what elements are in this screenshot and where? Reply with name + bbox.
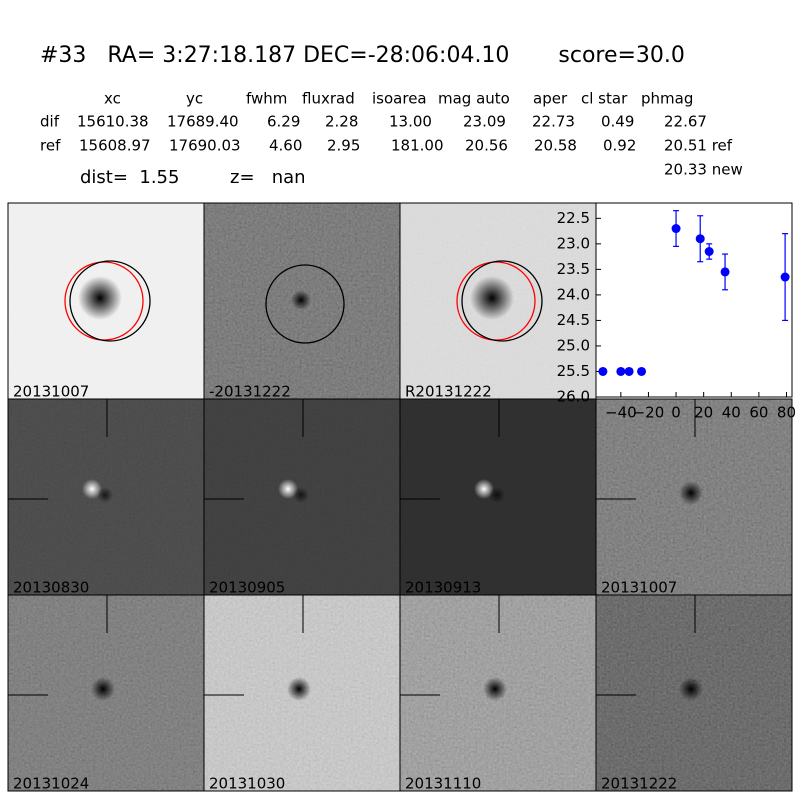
column-header: phmag [641, 90, 693, 108]
point [598, 366, 608, 376]
x-tick-label: 60 [749, 404, 768, 422]
table-cell: 181.00 [391, 137, 444, 155]
title: #33 RA= 3:27:18.187 DEC=-28:06:04.10 sco… [40, 43, 685, 68]
dist: dist= 1.55 [80, 167, 179, 188]
x-tick-label: −40 [605, 404, 637, 422]
table-cell: 4.60 [269, 137, 302, 155]
y-tick-label: 23.0 [557, 234, 590, 252]
table-cell: 2.95 [327, 137, 360, 155]
column-header: fwhm [246, 90, 287, 108]
table-cell: 17689.40 [167, 113, 239, 131]
source [679, 481, 703, 505]
column-header: xc [104, 90, 121, 108]
source [483, 677, 507, 701]
source [293, 487, 309, 503]
x-tick-label: 0 [671, 404, 681, 422]
column-header: mag auto [438, 90, 510, 108]
x-tick-label: 80 [777, 404, 796, 422]
panel-label: 20131007 [601, 579, 677, 597]
column-header: aper [533, 90, 568, 108]
column-header: cl star [581, 90, 628, 108]
point [704, 247, 714, 256]
x-tick-label: −20 [633, 404, 665, 422]
panel-label: 20130830 [13, 579, 89, 597]
panel-border [595, 594, 793, 792]
panel-label: 20131110 [405, 775, 481, 793]
source [78, 276, 122, 320]
point [695, 234, 705, 244]
table-cell: 22.67 [664, 113, 707, 131]
table-cell: 6.29 [267, 113, 300, 131]
table-cell: ref [40, 137, 61, 155]
table-cell: 23.09 [463, 113, 506, 131]
panel-label: 20130905 [209, 579, 285, 597]
point [671, 224, 681, 234]
table-cell: 20.51 ref [664, 137, 733, 155]
table-cell: 15608.97 [79, 137, 151, 155]
source [470, 276, 514, 320]
aperture [265, 264, 345, 344]
table-cell: 2.28 [325, 113, 358, 131]
y-tick-label: 26.0 [557, 388, 590, 406]
y-tick-label: 23.5 [557, 260, 590, 278]
panel-label: 20131222 [601, 775, 677, 793]
y-tick-label: 22.5 [557, 209, 590, 227]
source [489, 487, 505, 503]
table-cell: 20.56 [465, 137, 508, 155]
table-cell: 22.73 [532, 113, 575, 131]
phmag-new: 20.33 new [664, 161, 743, 179]
source [97, 487, 113, 503]
panel-label: R20131222 [405, 383, 492, 401]
y-tick-label: 24.0 [557, 285, 590, 303]
column-header: fluxrad [302, 90, 355, 108]
panel-label: -20131222 [209, 383, 291, 401]
table-cell: 15610.38 [77, 113, 149, 131]
point [637, 366, 647, 376]
x-tick-label: 20 [694, 404, 713, 422]
point [624, 366, 634, 376]
y-tick-label: 25.0 [557, 336, 590, 354]
table-cell: 0.92 [603, 137, 636, 155]
source [291, 290, 311, 310]
table-cell: 13.00 [389, 113, 432, 131]
column-header: yc [186, 90, 203, 108]
panel-label: 20131007 [13, 383, 89, 401]
source [82, 479, 102, 499]
x-tick-label: 40 [722, 404, 741, 422]
y-tick-label: 24.5 [557, 311, 590, 329]
aperture [461, 260, 543, 342]
panel-label: 20130913 [405, 579, 481, 597]
aperture [69, 260, 151, 342]
source [679, 677, 703, 701]
table-cell: 0.49 [601, 113, 634, 131]
y-tick-label: 25.5 [557, 362, 590, 380]
panel-label: 20131024 [13, 775, 89, 793]
source [287, 677, 311, 701]
table-cell: 20.58 [534, 137, 577, 155]
table-cell: 17690.03 [169, 137, 241, 155]
source [474, 479, 494, 499]
z-value: z= nan [230, 167, 306, 188]
source [278, 479, 298, 499]
table-cell: dif [40, 113, 60, 131]
point [720, 267, 730, 277]
point [780, 272, 790, 282]
source [91, 677, 115, 701]
plot-area [595, 202, 793, 398]
point [616, 366, 626, 376]
column-header: isoarea [372, 90, 427, 108]
panel-label: 20131030 [209, 775, 285, 793]
